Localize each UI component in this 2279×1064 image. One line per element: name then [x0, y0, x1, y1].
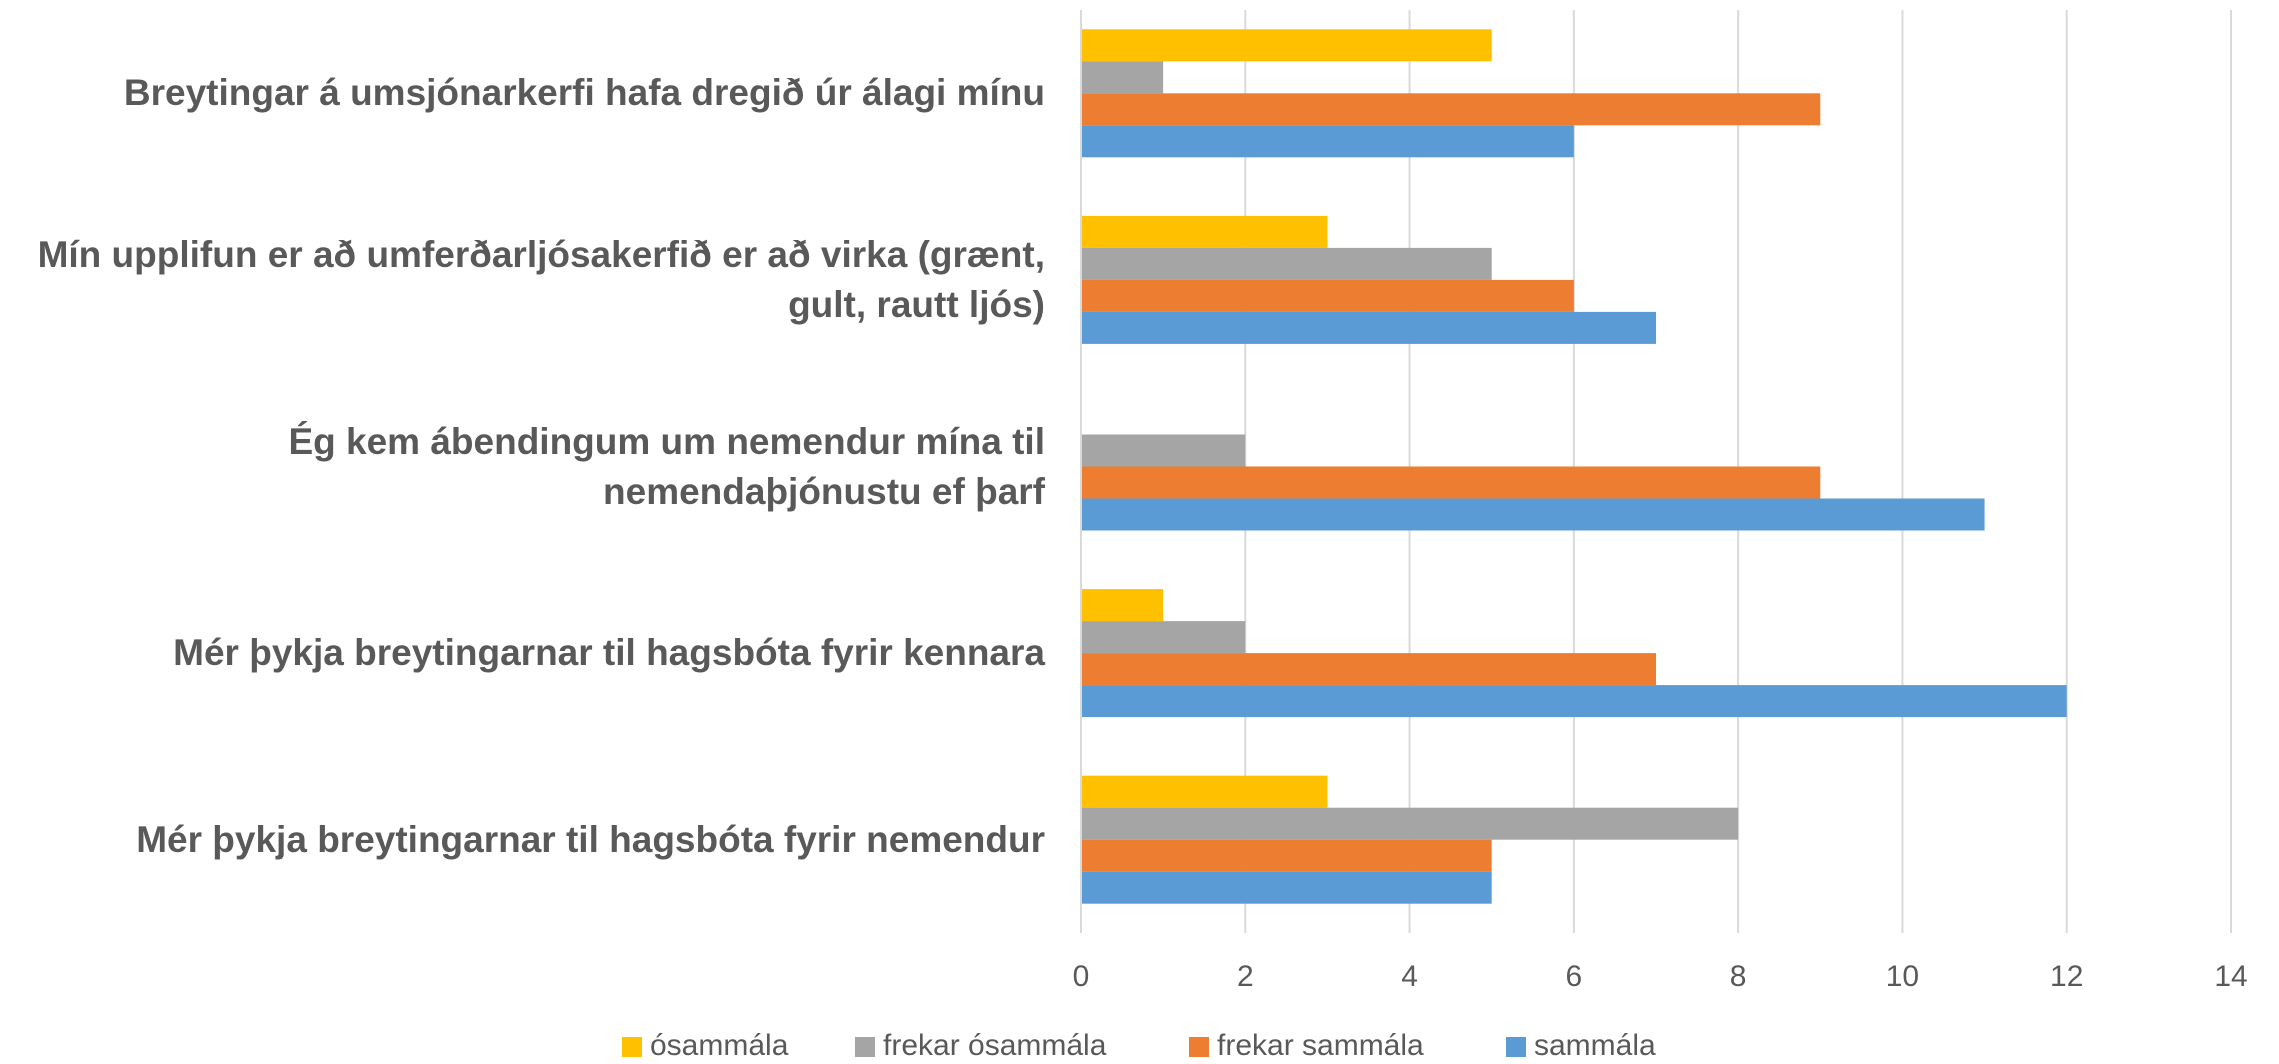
bar [1081, 279, 1574, 312]
bar [1081, 807, 1739, 840]
x-tick-label: 10 [1886, 960, 1919, 993]
legend-label: frekar sammála [1217, 1029, 1424, 1062]
bar [1081, 775, 1328, 808]
bar [1081, 589, 1164, 622]
legend-swatch [1506, 1037, 1526, 1057]
bar [1081, 215, 1328, 248]
bar [1081, 125, 1574, 158]
bar [1081, 621, 1246, 654]
bar [1081, 839, 1492, 872]
x-tick-label: 14 [2214, 960, 2247, 993]
bar [1081, 434, 1246, 467]
bar [1081, 29, 1492, 62]
x-tick-label: 2 [1237, 960, 1254, 993]
x-tick-label: 4 [1401, 960, 1418, 993]
legend-label: ósammála [650, 1029, 789, 1062]
legend-label: sammála [1534, 1029, 1656, 1062]
category-label: Breytingar á umsjónarkerfi hafa dregið ú… [123, 72, 1045, 114]
x-tick-label: 6 [1566, 960, 1583, 993]
category-label: Mér þykja breytingarnar til hagsbóta fyr… [136, 818, 1045, 860]
bar [1081, 653, 1656, 686]
x-tick-label: 12 [2050, 960, 2083, 993]
x-tick-label: 0 [1073, 960, 1090, 993]
bar [1081, 685, 2067, 718]
category-label: Ég kem ábendingum um nemendur mína til n… [288, 420, 1045, 512]
legend-swatch [1189, 1037, 1209, 1057]
category-label: Mér þykja breytingarnar til hagsbóta fyr… [173, 632, 1045, 674]
legend-swatch [622, 1037, 642, 1057]
bar [1081, 498, 1985, 531]
bar [1081, 93, 1821, 126]
bar [1081, 466, 1821, 499]
bar [1081, 871, 1492, 904]
x-tick-label: 8 [1730, 960, 1747, 993]
legend-label: frekar ósammála [883, 1029, 1107, 1062]
legend-swatch [855, 1037, 875, 1057]
bar [1081, 61, 1164, 94]
category-label: Mín upplifun er að umferðarljósakerfið e… [37, 233, 1045, 325]
bar [1081, 247, 1492, 280]
bar [1081, 311, 1656, 344]
